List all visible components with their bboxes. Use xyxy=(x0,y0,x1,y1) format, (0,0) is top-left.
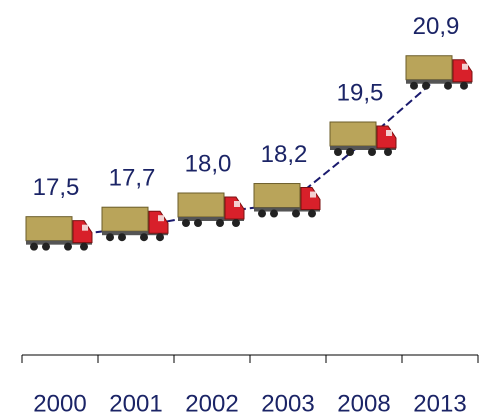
truck-wheel xyxy=(194,219,202,227)
truck-cab xyxy=(376,125,397,149)
x-tick-label: 2000 xyxy=(33,390,86,416)
truck-marker xyxy=(405,55,473,90)
truck-chassis xyxy=(178,217,244,221)
truck-wheel xyxy=(270,209,278,218)
truck-window xyxy=(82,224,88,231)
x-tick-label: 2003 xyxy=(261,390,314,416)
truck-window xyxy=(234,201,240,207)
truck-wheel xyxy=(156,233,164,242)
x-tick-label: 2013 xyxy=(413,390,466,416)
truck-cab xyxy=(72,220,93,244)
x-tick-label: 2008 xyxy=(337,390,390,416)
truck-wheel xyxy=(232,219,240,227)
truck-wheel xyxy=(444,81,452,90)
truck-wheel xyxy=(80,242,88,251)
data-label: 18,2 xyxy=(261,141,308,168)
truck-wheel xyxy=(42,242,50,251)
truck-chassis xyxy=(254,207,320,212)
truck-marker xyxy=(177,192,245,227)
data-label: 20,9 xyxy=(413,13,460,40)
truck-marker xyxy=(101,206,169,242)
truck-wheel xyxy=(384,148,392,156)
truck-chassis xyxy=(26,240,92,245)
truck-cargo xyxy=(177,192,225,218)
truck-wheel xyxy=(422,81,430,90)
truck-window xyxy=(310,191,316,198)
truck-marker xyxy=(253,183,321,218)
truck-wheel xyxy=(30,242,38,251)
truck-wheel xyxy=(460,81,468,90)
truck-cab xyxy=(452,59,473,83)
truck-wheel xyxy=(106,233,114,242)
truck-wheel xyxy=(258,209,266,218)
truck-chassis xyxy=(330,146,396,150)
data-label: 17,5 xyxy=(33,174,80,201)
truck-window xyxy=(462,63,468,70)
truck-cargo xyxy=(329,121,377,147)
truck-wheel xyxy=(216,219,224,227)
truck-wheel xyxy=(140,233,148,242)
truck-wheel xyxy=(410,81,418,90)
truck-marker xyxy=(329,121,397,156)
truck-wheel xyxy=(118,233,126,242)
truck-wheel xyxy=(368,148,376,156)
truck-marker xyxy=(25,216,93,251)
data-label: 19,5 xyxy=(337,79,384,106)
truck-wheel xyxy=(334,148,342,156)
truck-wheel xyxy=(292,209,300,218)
truck-cargo xyxy=(405,55,453,81)
x-tick-label: 2001 xyxy=(109,390,162,416)
truck-cargo xyxy=(253,183,301,209)
data-label: 18,0 xyxy=(185,150,232,177)
truck-window xyxy=(158,215,164,222)
truck-chassis xyxy=(406,79,472,84)
x-tick-label: 2002 xyxy=(185,390,238,416)
truck-chassis xyxy=(102,231,168,236)
truck-wheel xyxy=(182,219,190,227)
truck-cargo xyxy=(25,216,73,242)
truck-cargo xyxy=(101,206,149,232)
data-label: 17,7 xyxy=(109,165,156,192)
truck-cab xyxy=(148,210,169,234)
truck-cab xyxy=(224,196,245,220)
truck-window xyxy=(386,130,392,136)
truck-wheel xyxy=(346,148,354,156)
truck-cab xyxy=(300,187,321,211)
truck-wheel xyxy=(308,209,316,218)
truck-wheel xyxy=(64,242,72,251)
